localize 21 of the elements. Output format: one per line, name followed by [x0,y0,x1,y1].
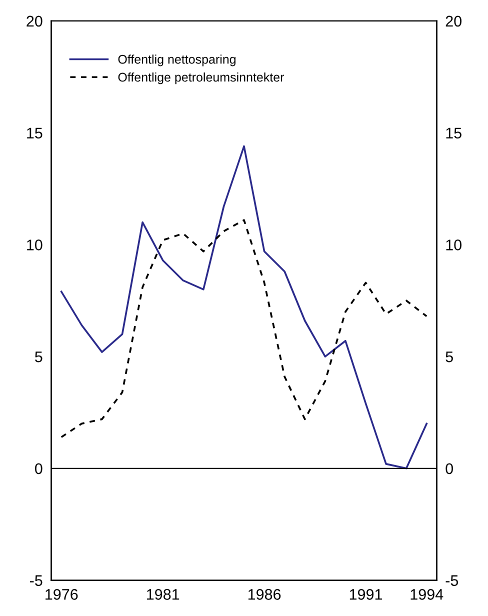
line-series [60,219,428,438]
x-tick-label: 1981 [147,589,180,600]
y2-tick-label: 15 [446,128,462,138]
x-tick-label: 1994 [410,589,444,600]
y2-tick-label: 0 [446,463,453,474]
y-tick-label: 20 [26,16,42,27]
y2-tick-label: 20 [446,16,462,27]
y-tick-label: 0 [35,463,42,474]
y2-tick-label: 5 [446,352,453,362]
y2-tick-label: -5 [446,575,458,586]
x-tick-label: 1976 [46,589,78,600]
x-tick-label: 1991 [350,589,382,600]
line-series [60,145,428,470]
legend-label: Offentlig nettosparing [118,54,236,66]
y-tick-label: 15 [27,128,42,138]
y-tick-label: -5 [30,575,42,586]
x-tick-label: 1986 [248,589,281,600]
y-tick-label: 5 [35,352,42,362]
y2-tick-label: 10 [446,240,462,250]
legend-label: Offentlige petroleumsinntekter [118,72,284,84]
y-tick-label: 10 [27,240,42,250]
